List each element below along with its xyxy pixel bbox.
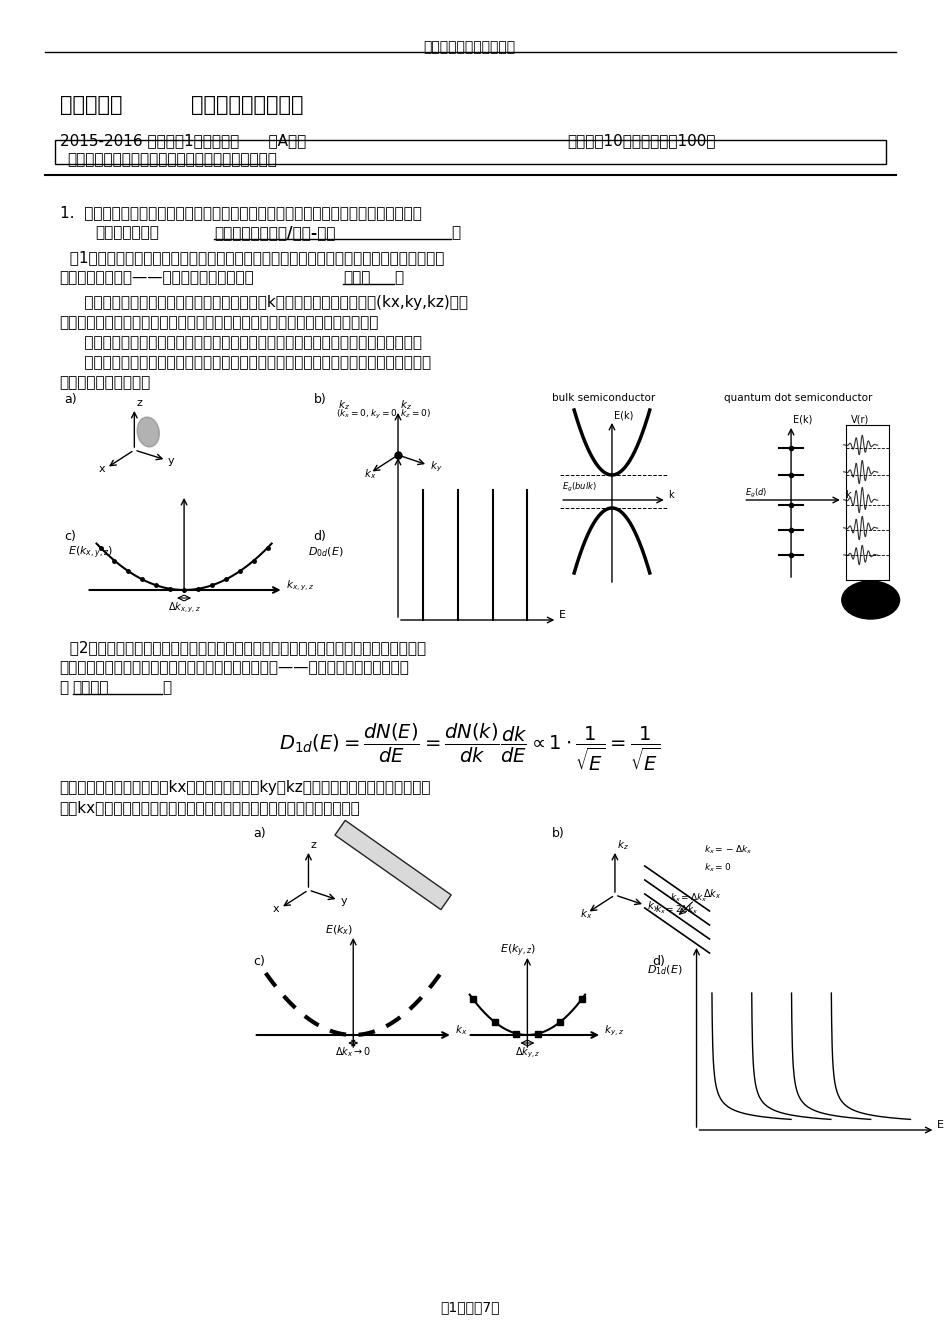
Text: c): c)	[254, 955, 265, 968]
Text: $D_{1d}(E) = \dfrac{dN(E)}{dE} = \dfrac{dN(k)}{dk}\dfrac{dk}{dE} \propto 1\cdot\: $D_{1d}(E) = \dfrac{dN(E)}{dE} = \dfrac{…	[278, 722, 660, 773]
Text: $k_{y,z}$: $k_{y,z}$	[603, 1023, 623, 1038]
Text: 纳米材料科学与技术: 纳米材料科学与技术	[191, 95, 303, 115]
Text: $k_y$: $k_y$	[430, 460, 442, 473]
Text: 课程名称：: 课程名称：	[59, 95, 122, 115]
Text: c): c)	[64, 529, 76, 543]
Text: bulk semiconductor: bulk semiconductor	[551, 393, 655, 402]
Text: d): d)	[313, 529, 326, 543]
Text: 画图，说明，纳米/量子-均可: 画图，说明，纳米/量子-均可	[213, 225, 335, 241]
Text: $k_x$: $k_x$	[454, 1023, 466, 1036]
Text: $E_g(bulk)$: $E_g(bulk)$	[562, 481, 597, 495]
Text: $k_z$: $k_z$	[616, 838, 628, 852]
Text: $E(k_x)$: $E(k_x)$	[325, 924, 353, 937]
Text: b): b)	[313, 393, 326, 406]
Text: y: y	[340, 896, 346, 906]
Text: $\Delta k_{y,z}$: $\Delta k_{y,z}$	[514, 1046, 540, 1060]
Text: $k_{x,y,z}$: $k_{x,y,z}$	[285, 579, 313, 592]
Text: 子能量高于体相电子。: 子能量高于体相电子。	[59, 374, 151, 390]
Text: 可以想像所有态都是平行于kx轴的线，这些线在ky和kz方向上是离散的，但是在每一条: 可以想像所有态都是平行于kx轴的线，这些线在ky和kz方向上是离散的，但是在每一…	[59, 779, 430, 796]
Text: x: x	[98, 464, 105, 475]
Text: $\Delta k_{x,y,z}$: $\Delta k_{x,y,z}$	[167, 600, 200, 615]
Text: 有什么差别？（: 有什么差别？（	[95, 225, 160, 241]
Text: （1）零维纳米材料（量子点）：空间三个维度上尺寸均为纳米尺度（载流子在三维方向上的: （1）零维纳米材料（量子点）：空间三个维度上尺寸均为纳米尺度（载流子在三维方向上…	[59, 250, 444, 265]
Text: d): d)	[651, 955, 664, 968]
Text: ）: ）	[162, 681, 171, 695]
Text: E: E	[936, 1120, 943, 1130]
Text: 除了能级离散外，有限零点能量的发生也很重要。即使在基态的某一点，导带带边的电: 除了能级离散外，有限零点能量的发生也很重要。即使在基态的某一点，导带带边的电	[59, 356, 430, 370]
Text: a): a)	[254, 828, 266, 840]
Text: V(r): V(r)	[850, 414, 868, 425]
Text: 富勒烯: 富勒烯	[343, 270, 370, 285]
Text: 第1页，共7页: 第1页，共7页	[440, 1300, 498, 1314]
Text: （考试结束后请将试卷、大体本一起交给监考老师）: （考试结束后请将试卷、大体本一起交给监考老师）	[68, 152, 278, 167]
Text: $(k_x=0, k_y=0, k_z=0)$: $(k_x=0, k_y=0, k_z=0)$	[336, 408, 430, 421]
Text: $E_g(d)$: $E_g(d)$	[745, 487, 767, 500]
Ellipse shape	[841, 582, 899, 619]
Bar	[55, 140, 885, 164]
Text: $D_{0d}(E)$: $D_{0d}(E)$	[308, 545, 344, 559]
Text: $E(k_{x,y,z})$: $E(k_{x,y,z})$	[68, 545, 112, 562]
Text: $D_{1d}(E)$: $D_{1d}(E)$	[646, 963, 682, 977]
Text: 1.  纳米材料根据受限的维度不同可以分为哪几类？请以碳材料为例说明他们的能态密度: 1. 纳米材料根据受限的维度不同可以分为哪几类？请以碳材料为例说明他们的能态密度	[59, 205, 421, 221]
Text: 北京大学工学院课程试卷: 北京大学工学院课程试卷	[423, 40, 515, 53]
Text: y: y	[168, 456, 175, 467]
Text: $k_x = 2\Delta k_x$: $k_x = 2\Delta k_x$	[654, 904, 698, 916]
Text: E: E	[559, 610, 565, 620]
Text: x: x	[273, 904, 279, 915]
Text: 线中kx态的分布是准连续的。因此，它们只能在离散的导电通道中输运。: 线中kx态的分布是准连续的。因此，它们只能在离散的导电通道中输运。	[59, 800, 360, 816]
Text: $k_z$: $k_z$	[399, 398, 412, 412]
Text: $k_x = \Delta k_x$: $k_x = \Delta k_x$	[669, 890, 706, 904]
Text: 可以自由运动，在其它两个方向上的运动变得量子化）——纳米丝、纳米棒、纳米管: 可以自由运动，在其它两个方向上的运动变得量子化）——纳米丝、纳米棒、纳米管	[59, 660, 409, 675]
Text: a): a)	[64, 393, 77, 406]
Text: （: （	[59, 681, 69, 695]
Text: $k_x$: $k_x$	[580, 906, 592, 921]
Text: quantum dot semiconductor: quantum dot semiconductor	[724, 393, 872, 402]
Text: $k_x$: $k_x$	[363, 467, 376, 481]
Text: E(k): E(k)	[792, 414, 812, 425]
Polygon shape	[334, 821, 450, 909]
Text: k: k	[844, 489, 850, 500]
Text: E(k): E(k)	[614, 410, 632, 420]
Text: ）: ）	[394, 270, 403, 285]
Text: 运动都受到限制）——纳米颗粒、原子团簇（: 运动都受到限制）——纳米颗粒、原子团簇（	[59, 270, 254, 285]
Text: ）: ）	[450, 225, 460, 241]
Text: 本试卷共10道大题，满分100分: 本试卷共10道大题，满分100分	[566, 132, 715, 148]
Text: 碳纳米管: 碳纳米管	[73, 681, 109, 695]
Text: 2015-2016 学年第（1）学期期末      （A卷）: 2015-2016 学年第（1）学期期末 （A卷）	[59, 132, 306, 148]
Text: （2）一维纳米材料（量子线）：空间二个维度上尺寸为纳米尺度（载流子在一个方向上: （2）一维纳米材料（量子线）：空间二个维度上尺寸为纳米尺度（载流子在一个方向上	[59, 640, 426, 655]
Text: $E(k_{y,z})$: $E(k_{y,z})$	[499, 943, 535, 959]
Ellipse shape	[137, 417, 160, 447]
Text: b): b)	[551, 828, 565, 840]
Text: $k_x = -\Delta k_x$: $k_x = -\Delta k_x$	[703, 844, 752, 857]
Text: $\Delta k_x \rightarrow 0$: $\Delta k_x \rightarrow 0$	[335, 1046, 371, 1059]
Text: z: z	[311, 840, 316, 850]
Text: k: k	[667, 489, 672, 500]
Text: $k_z$: $k_z$	[338, 398, 350, 412]
Text: 由于电子在三个维度上的运动都受到限制，在k空间中只能存在离散的态(kx,ky,kz)，相: 由于电子在三个维度上的运动都受到限制，在k空间中只能存在离散的态(kx,ky,k…	[59, 295, 467, 310]
Text: $k_y$: $k_y$	[646, 900, 659, 913]
Text: $\Delta k_x$: $\Delta k_x$	[701, 886, 720, 901]
Text: 当于倒空间中的一个点。最终能带变成类似原子的能态，仅仅存在离散的能级。: 当于倒空间中的一个点。最终能带变成类似原子的能态，仅仅存在离散的能级。	[59, 316, 379, 330]
Text: $k_x = 0$: $k_x = 0$	[703, 862, 731, 874]
Text: z: z	[136, 398, 142, 408]
Text: 与体材料相比，量子点的带隙明显变宽，能量呈现量子化，电子态向高能方向移动。: 与体材料相比，量子点的带隙明显变宽，能量呈现量子化，电子态向高能方向移动。	[59, 336, 421, 350]
